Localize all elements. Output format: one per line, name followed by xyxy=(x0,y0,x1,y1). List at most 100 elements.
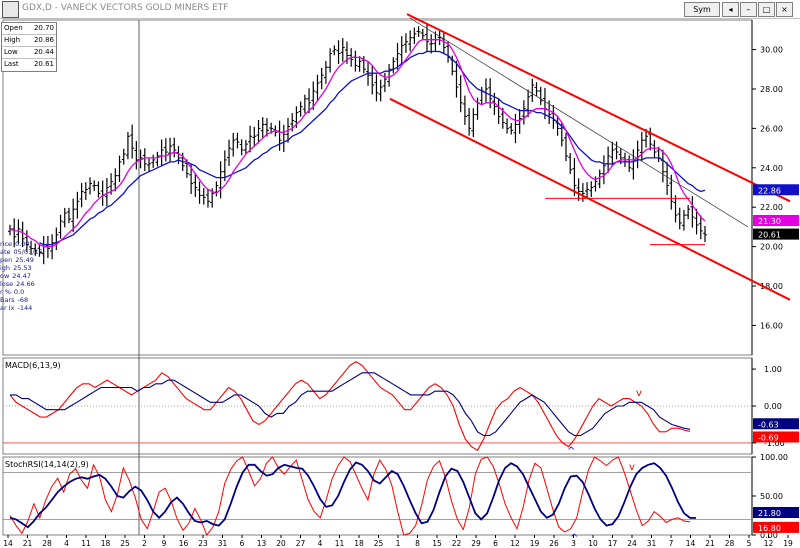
y-tick-label: 18.00 xyxy=(760,282,783,291)
x-tick-label: 12 xyxy=(764,539,774,548)
info-value: 24.47 xyxy=(12,272,31,280)
x-tick-label: 28 xyxy=(725,539,735,548)
info-row: ow 24.47 xyxy=(0,272,50,280)
info-label: r % xyxy=(0,288,11,296)
x-tick-label: 4 xyxy=(318,539,323,548)
channel-upper-line xyxy=(406,13,791,203)
window-title: GDX,D - VANECK VECTORS GOLD MINERS ETF xyxy=(22,3,229,13)
ohlc-last-value: 20.61 xyxy=(33,60,54,68)
title-bar: GDX,D - VANECK VECTORS GOLD MINERS ETF S… xyxy=(0,0,800,19)
x-tick-label: 24 xyxy=(627,539,637,548)
minimize-icon[interactable]: – xyxy=(740,2,757,17)
x-tick-label: 31 xyxy=(218,539,228,548)
x-tick-label: 6 xyxy=(493,539,498,548)
info-label: lose xyxy=(0,280,14,288)
info-label: pen xyxy=(0,256,13,264)
x-tick-label: 19 xyxy=(530,539,540,548)
x-tick-label: 20 xyxy=(276,539,286,548)
ohlc-box: Open 20.70 High 20.86 Low 20.44 Last 20.… xyxy=(1,22,57,72)
macd-signal-line xyxy=(10,372,691,437)
x-tick-label: 4 xyxy=(64,539,69,548)
y-tick-label: 24.00 xyxy=(760,164,783,173)
maximize-icon[interactable]: □ xyxy=(758,2,775,17)
last-value-tag xyxy=(753,215,799,226)
x-tick-label: 10 xyxy=(588,539,598,548)
x-tick-label: 3 xyxy=(571,539,576,548)
x-tick-label: 11 xyxy=(81,539,91,548)
info-value: 24.66 xyxy=(16,280,35,288)
x-tick-label: 11 xyxy=(335,539,345,548)
x-tick-label: 23 xyxy=(198,539,208,548)
x-tick-label: 14 xyxy=(3,539,13,548)
x-tick-label: 1 xyxy=(396,539,401,548)
x-tick-label: 21 xyxy=(705,539,715,548)
last-value-tag xyxy=(753,184,799,196)
pane-frame-2 xyxy=(2,456,753,536)
stoch-k-line xyxy=(9,456,691,537)
x-tick-label: 28 xyxy=(42,539,52,548)
info-value: 0.0 xyxy=(13,288,25,296)
stoch-last-value-label: 21.80 xyxy=(758,509,781,518)
ohlc-high-label: High xyxy=(4,36,21,44)
y-tick-label: 22.00 xyxy=(760,203,783,212)
info-row: igh 25.53 xyxy=(0,264,50,272)
y-tick-label: 30.00 xyxy=(760,46,783,55)
macd-last-value-label: -0.69 xyxy=(758,433,779,442)
info-row: ar Ix -144 xyxy=(0,304,50,312)
ohlc-open-row: Open 20.70 xyxy=(2,23,56,35)
ohlc-last-label: Last xyxy=(4,60,19,68)
fast-moving-average-line xyxy=(9,39,706,248)
ohlc-low-row: Low 20.44 xyxy=(2,47,56,59)
y-tick-label: 20.00 xyxy=(760,243,783,252)
stochrsi-title: StochRSI(14,14(2),9) xyxy=(5,460,89,469)
x-tick-label: 14 xyxy=(686,539,696,548)
window-icon[interactable] xyxy=(2,1,19,18)
info-value: -68 xyxy=(17,296,29,304)
x-tick-label: 25 xyxy=(120,539,130,548)
stoch-last-value-tag xyxy=(753,521,799,533)
macd-top-marker: v xyxy=(636,388,642,399)
x-tick-label: 21 xyxy=(23,539,33,548)
stoch-d-line xyxy=(9,461,697,529)
x-tick-label: 8 xyxy=(415,539,420,548)
prev-icon[interactable]: ◂ xyxy=(722,2,739,17)
last-value-tag xyxy=(753,228,799,240)
x-tick-label: 22 xyxy=(452,539,462,548)
x-tick-label: 17 xyxy=(608,539,618,548)
last-value-label: 22.86 xyxy=(758,186,781,195)
macd-tick-label: -1.00 xyxy=(764,439,785,448)
symbol-button[interactable]: Sym xyxy=(684,2,720,17)
ohlc-high-row: High 20.86 xyxy=(2,35,56,47)
x-tick-label: 13 xyxy=(257,539,267,548)
macd-last-value-tag xyxy=(753,431,799,443)
info-row: pen 25.49 xyxy=(0,256,50,264)
y-tick-label: 26.00 xyxy=(760,124,783,133)
macd-last-value-tag xyxy=(753,418,799,430)
x-tick-label: 31 xyxy=(647,539,657,548)
info-value: 25.49 xyxy=(15,256,34,264)
stoch-bottom-marker: ^ xyxy=(570,533,578,544)
info-row: Bars -68 xyxy=(0,296,50,304)
y-tick-label: 16.00 xyxy=(760,321,783,330)
info-label: igh xyxy=(0,264,11,272)
trend-line xyxy=(409,17,749,228)
info-value: 05/03/16 xyxy=(13,248,43,256)
x-tick-label: 29 xyxy=(471,539,481,548)
info-value: -144 xyxy=(17,304,33,312)
info-label: rice xyxy=(0,240,13,248)
data-window-panel: rice 0.00 ate 05/03/16 pen 25.49 igh 25.53 o… xyxy=(0,240,50,312)
x-tick-label: 25 xyxy=(374,539,384,548)
info-row: rice 0.00 xyxy=(0,240,50,248)
x-tick-label: 5 xyxy=(747,539,752,548)
ohlc-low-value: 20.44 xyxy=(33,48,54,56)
ohlc-high-value: 20.86 xyxy=(33,36,54,44)
x-tick-label: 26 xyxy=(549,539,559,548)
stoch-last-value-tag xyxy=(753,506,799,518)
macd-tick-label: 0.00 xyxy=(764,402,782,411)
macd-last-value-label: -0.63 xyxy=(758,420,779,429)
info-row: r % 0.0 xyxy=(0,288,50,296)
close-icon[interactable]: × xyxy=(776,2,793,17)
stoch-tick-label: 50.00 xyxy=(760,492,783,501)
